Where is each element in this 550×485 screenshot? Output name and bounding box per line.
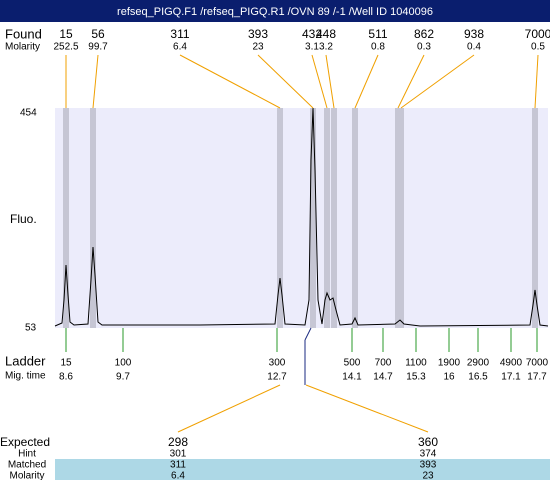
peak-link	[92, 54, 99, 109]
mig-time: 9.7	[116, 372, 130, 383]
matched-value: 311	[170, 460, 186, 471]
hint-value: 374	[420, 449, 437, 460]
expected-label: Expected	[0, 435, 50, 449]
found-molarity-label: Molarity	[5, 42, 40, 53]
peak-link	[354, 54, 379, 109]
peak-band	[63, 108, 69, 328]
expected-value: 298	[168, 435, 188, 449]
mig-time: 17.1	[501, 372, 521, 383]
peak-link	[325, 54, 335, 109]
mig-time: 15.3	[406, 372, 426, 383]
peak-link	[257, 54, 314, 109]
hint-value: 301	[170, 449, 187, 460]
ladder-size: 7000	[526, 358, 549, 369]
peak-link	[311, 54, 328, 109]
match-line	[177, 384, 281, 433]
peak-band	[310, 108, 316, 328]
mig-time: 8.6	[59, 372, 73, 383]
ladder-size: 2900	[467, 358, 490, 369]
found-molarity: 6.4	[173, 42, 187, 53]
ladder-size: 500	[344, 358, 361, 369]
window-title: refseq_PIGQ.F1 /refseq_PIGQ.R1 /OVN 89 /…	[117, 6, 433, 18]
found-size: 862	[414, 27, 434, 41]
found-molarity: 99.7	[88, 42, 108, 53]
y-max-label: 454	[20, 108, 37, 119]
ladder-label: Ladder	[5, 353, 46, 368]
peak-link	[534, 54, 539, 109]
ladder-size: 15	[60, 358, 72, 369]
peak-band	[532, 108, 538, 328]
found-molarity: 252.5	[53, 42, 78, 53]
found-molarity: 0.4	[467, 42, 481, 53]
y-min-label: 53	[25, 323, 37, 334]
found-size: 56	[91, 27, 105, 41]
matched-highlight	[55, 459, 550, 480]
found-size: 7000	[525, 27, 550, 41]
ladder-size: 700	[375, 358, 392, 369]
mig-time: 17.7	[527, 372, 547, 383]
peak-link	[400, 54, 475, 109]
found-size: 393	[248, 27, 268, 41]
found-size: 448	[316, 27, 336, 41]
found-label: Found	[5, 26, 42, 41]
ladder-size: 1100	[405, 358, 427, 369]
expected-value: 360	[418, 435, 438, 449]
matched-molarity: 6.4	[171, 471, 185, 480]
found-size: 511	[368, 27, 387, 41]
found-molarity: 23	[252, 42, 264, 53]
mig-time: 16.5	[468, 372, 488, 383]
hint-label: Hint	[18, 449, 36, 460]
peak-band	[398, 108, 404, 328]
molarity-label: Molarity	[9, 471, 44, 480]
mig-time: 12.7	[267, 372, 287, 383]
ladder-size: 1900	[438, 358, 461, 369]
peak-band	[331, 108, 337, 328]
peak-band	[277, 108, 283, 328]
marker-line	[304, 327, 312, 341]
found-size: 432	[302, 27, 322, 41]
found-molarity: 0.8	[371, 42, 385, 53]
title-bar	[0, 0, 550, 22]
peak-band	[324, 108, 330, 328]
found-size: 938	[464, 27, 484, 41]
matched-molarity: 23	[422, 471, 434, 480]
found-size: 311	[170, 27, 189, 41]
matched-value: 393	[420, 460, 437, 471]
peak-band	[90, 108, 96, 328]
mig-time-label: Mig. time	[5, 371, 46, 382]
peak-band	[352, 108, 358, 328]
found-molarity: 3.1	[305, 42, 319, 53]
matched-label: Matched	[8, 460, 46, 471]
found-size: 15	[59, 27, 73, 41]
y-axis-label: Fluo.	[10, 212, 37, 226]
ladder-size: 100	[115, 358, 132, 369]
mig-time: 14.7	[373, 372, 393, 383]
found-molarity: 3.2	[319, 42, 333, 53]
ladder-size: 300	[269, 358, 286, 369]
peak-link	[179, 54, 281, 109]
found-molarity: 0.3	[417, 42, 431, 53]
mig-time: 14.1	[342, 372, 362, 383]
mig-time: 16	[443, 372, 455, 383]
match-line	[305, 384, 429, 433]
found-molarity: 0.5	[531, 42, 545, 53]
peak-link	[397, 54, 425, 109]
plot-area	[55, 108, 548, 328]
ladder-size: 4900	[500, 358, 523, 369]
